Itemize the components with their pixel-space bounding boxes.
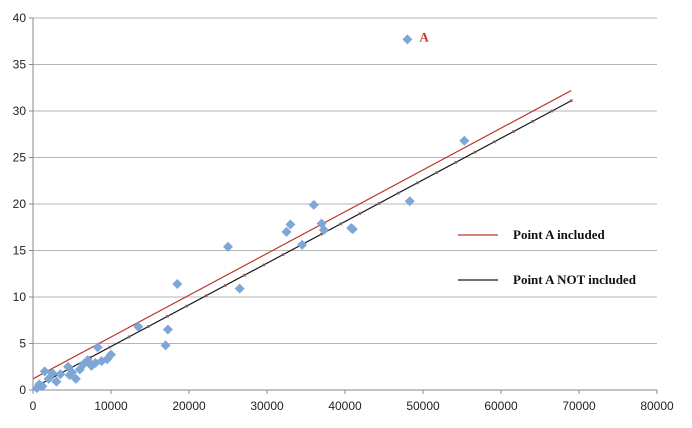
- annotation-label: A: [419, 29, 429, 44]
- data-point: [318, 225, 329, 236]
- data-point: [70, 373, 81, 384]
- x-tick-label-3: 30000: [250, 399, 284, 413]
- x-tick-label-4: 40000: [328, 399, 362, 413]
- trendline-marker: [147, 325, 150, 328]
- data-point: [92, 342, 103, 353]
- trendline-marker: [396, 191, 400, 195]
- axes: [29, 17, 658, 394]
- trendline-marker: [435, 171, 438, 174]
- data-point: [160, 340, 171, 351]
- y-tick-label-7: 35: [13, 58, 27, 72]
- data-point: [172, 278, 183, 289]
- data-point: [47, 368, 58, 379]
- trendline-point-a-included: [32, 90, 572, 380]
- trendline-marker: [89, 356, 92, 359]
- x-tick-label-7: 70000: [562, 399, 596, 413]
- trendline-marker: [454, 161, 458, 164]
- data-point: [404, 196, 415, 207]
- trendline-marker: [281, 253, 285, 257]
- y-tick-label-4: 20: [13, 197, 27, 211]
- data-point: [51, 376, 62, 387]
- x-tick-label-6: 60000: [484, 399, 518, 413]
- x-tick-label-0: 0: [30, 399, 37, 413]
- y-tick-label-3: 15: [13, 244, 27, 258]
- data-point: [39, 366, 50, 377]
- legend: Point A included Point A NOT included: [458, 227, 637, 287]
- data-point: [106, 349, 116, 360]
- trendline-marker: [320, 232, 323, 236]
- data-point: [281, 226, 292, 237]
- x-tick-label-1: 10000: [94, 399, 128, 413]
- trendline-marker: [185, 304, 189, 308]
- data-point: [285, 219, 296, 230]
- data-point: [459, 135, 470, 146]
- data-points: [31, 34, 470, 394]
- trendline-marker: [108, 345, 112, 349]
- trendline-marker: [493, 140, 496, 144]
- x-tick-label-2: 20000: [172, 399, 206, 413]
- y-tick-label-2: 10: [13, 290, 27, 304]
- data-point: [308, 199, 319, 210]
- data-point: [297, 239, 308, 250]
- trendline-marker: [223, 284, 227, 287]
- data-point: [234, 283, 245, 294]
- data-point: [133, 321, 144, 332]
- trendline-marker: [550, 109, 554, 113]
- data-point: [162, 324, 173, 335]
- data-point: [223, 241, 233, 252]
- trendline-marker: [377, 202, 381, 205]
- trendline-marker: [416, 181, 419, 185]
- legend-item-point-a-not-included-label: Point A NOT included: [513, 272, 637, 287]
- data-point: [67, 367, 77, 378]
- annotations: A: [419, 29, 429, 44]
- x-tick-label-5: 50000: [406, 399, 440, 413]
- trendline-marker: [358, 212, 362, 215]
- x-tick-label-8: 80000: [640, 399, 674, 413]
- trendline-marker: [531, 119, 535, 123]
- tick-labels: 0 5 10 15 20 25 30 35 40 0 10000 20000 30000 40000 500…: [13, 11, 674, 413]
- trendline-marker: [339, 222, 342, 226]
- trendline-marker: [569, 99, 573, 103]
- data-point: [55, 369, 66, 380]
- gridlines: [33, 17, 657, 344]
- y-tick-label-6: 30: [13, 104, 27, 118]
- data-point: [37, 381, 48, 392]
- trendline-marker: [262, 263, 265, 267]
- y-tick-label-8: 40: [13, 11, 27, 25]
- trendline-marker: [473, 150, 477, 154]
- y-tick-label-5: 25: [13, 151, 27, 165]
- trendline-marker: [127, 335, 131, 339]
- data-point: [347, 224, 358, 235]
- trendline-marker: [243, 273, 246, 277]
- trendline-marker: [204, 294, 208, 298]
- trendline-marker: [166, 314, 169, 318]
- y-tick-label-0: 0: [19, 383, 26, 397]
- trendline-marker: [512, 130, 515, 133]
- y-tick-label-1: 5: [19, 337, 26, 351]
- legend-item-point-a-included-label: Point A included: [513, 227, 606, 242]
- data-point: [402, 34, 413, 45]
